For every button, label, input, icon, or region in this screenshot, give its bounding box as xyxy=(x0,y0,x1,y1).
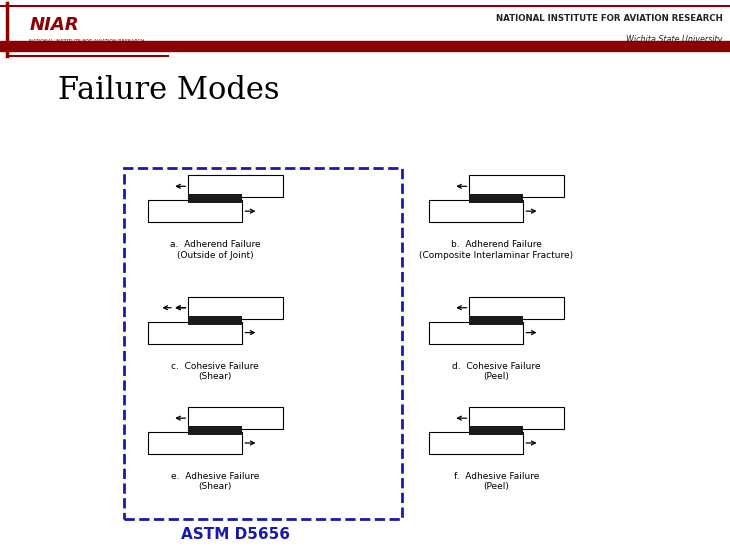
Bar xyxy=(147,432,242,454)
Bar xyxy=(124,168,402,519)
Bar xyxy=(469,194,523,203)
Bar xyxy=(429,200,523,222)
Text: NATIONAL INSTITUTE FOR AVIATION RESEARCH: NATIONAL INSTITUTE FOR AVIATION RESEARCH xyxy=(496,14,723,23)
Text: ASTM D5656: ASTM D5656 xyxy=(180,527,290,542)
Bar xyxy=(188,176,283,198)
Text: Wichita State University: Wichita State University xyxy=(626,35,723,44)
Bar xyxy=(469,407,564,429)
Text: a.  Adherend Failure
(Outside of Joint): a. Adherend Failure (Outside of Joint) xyxy=(170,240,261,259)
Text: Failure Modes: Failure Modes xyxy=(58,75,280,105)
Bar xyxy=(469,297,564,319)
Bar xyxy=(188,426,242,435)
Bar xyxy=(188,316,242,325)
Bar xyxy=(0,41,730,51)
Text: d.  Cohesive Failure
(Peel): d. Cohesive Failure (Peel) xyxy=(452,362,541,381)
Bar xyxy=(147,321,242,343)
Bar xyxy=(188,407,283,429)
Bar xyxy=(429,432,523,454)
Bar xyxy=(147,200,242,222)
Text: c.  Cohesive Failure
(Shear): c. Cohesive Failure (Shear) xyxy=(172,362,259,381)
Text: NATIONAL INSTITUTE FOR AVIATION RESEARCH: NATIONAL INSTITUTE FOR AVIATION RESEARCH xyxy=(29,39,145,44)
Text: NIAR: NIAR xyxy=(29,16,79,34)
Bar xyxy=(469,426,523,435)
Bar xyxy=(188,194,242,203)
Bar xyxy=(469,316,523,325)
Bar xyxy=(429,321,523,343)
Text: b.  Adherend Failure
(Composite Interlaminar Fracture): b. Adherend Failure (Composite Interlami… xyxy=(419,240,574,259)
Bar xyxy=(469,176,564,198)
Text: f.  Adhesive Failure
(Peel): f. Adhesive Failure (Peel) xyxy=(454,472,539,491)
Bar xyxy=(188,297,283,319)
Text: e.  Adhesive Failure
(Shear): e. Adhesive Failure (Shear) xyxy=(171,472,260,491)
